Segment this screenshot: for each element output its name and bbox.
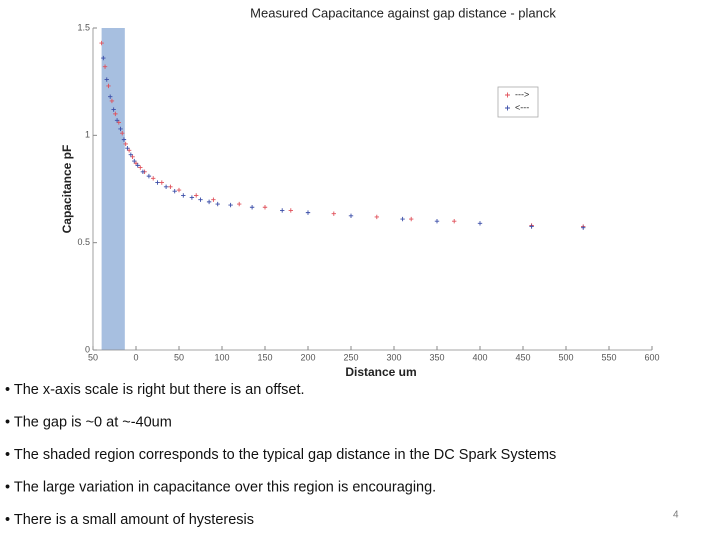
point	[288, 208, 293, 213]
bullet: • The gap is ~0 at ~-40um	[5, 414, 172, 430]
point	[106, 83, 111, 89]
point	[101, 55, 106, 61]
point	[348, 213, 354, 219]
bullet: • The shaded region corresponds to the t…	[5, 447, 556, 463]
point	[114, 118, 120, 123]
point	[211, 197, 216, 202]
point	[477, 221, 483, 226]
y-tick-label: 0	[85, 344, 90, 354]
legend-label: --->	[515, 89, 529, 99]
point	[121, 137, 127, 142]
point	[280, 208, 285, 213]
x-tick-label: 200	[300, 352, 315, 362]
point	[111, 107, 116, 112]
point	[581, 225, 586, 230]
point	[125, 146, 130, 151]
y-tick-label: 1	[85, 130, 90, 140]
point	[118, 126, 123, 132]
x-tick-label: 50	[174, 352, 184, 362]
point	[198, 197, 203, 202]
point	[237, 201, 242, 207]
point	[189, 195, 195, 200]
bullet: • The large variation in capacitance ove…	[5, 479, 436, 495]
bullet: • The x-axis scale is right but there is…	[5, 382, 305, 398]
point	[172, 188, 177, 194]
point	[120, 130, 125, 136]
x-tick-label: 100	[214, 352, 229, 362]
shaded-region	[101, 28, 125, 350]
point	[262, 205, 268, 210]
point	[99, 40, 104, 46]
x-tick-label: 450	[515, 352, 530, 362]
legend-marker	[505, 92, 510, 98]
point	[104, 77, 109, 82]
point	[434, 219, 440, 224]
x-tick-label: 50	[88, 352, 98, 362]
point	[305, 210, 311, 215]
point	[452, 219, 457, 224]
y-tick-label: 1.5	[77, 22, 90, 32]
x-axis-title: Distance um	[345, 365, 416, 379]
point	[128, 152, 134, 157]
x-tick-label: 300	[386, 352, 401, 362]
point	[249, 205, 255, 210]
point	[108, 94, 113, 99]
point	[123, 141, 128, 147]
point	[331, 211, 336, 216]
point	[400, 216, 405, 222]
y-axis-title: Capacitance pF	[60, 145, 74, 234]
x-tick-label: 250	[343, 352, 358, 362]
point	[168, 184, 173, 190]
x-tick-label: 550	[601, 352, 616, 362]
x-tick-label: 350	[429, 352, 444, 362]
chart-title: Measured Capacitance against gap distanc…	[250, 5, 556, 20]
point	[102, 64, 108, 69]
point	[194, 193, 199, 198]
point	[109, 98, 115, 104]
point	[155, 180, 160, 185]
x-tick-label: 0	[133, 352, 138, 362]
legend-marker	[505, 105, 510, 111]
point	[374, 214, 379, 220]
page-number: 4	[673, 510, 679, 521]
x-tick-label: 500	[558, 352, 573, 362]
point	[132, 158, 137, 164]
point	[163, 184, 169, 190]
point	[113, 111, 118, 117]
legend-label: <---	[515, 102, 529, 112]
point	[135, 163, 140, 168]
x-tick-label: 150	[257, 352, 272, 362]
point	[138, 165, 143, 170]
x-tick-label: 400	[472, 352, 487, 362]
y-tick-label: 0.5	[77, 237, 90, 247]
legend-box	[497, 86, 539, 118]
point	[529, 224, 534, 229]
point	[206, 199, 212, 205]
point	[146, 173, 152, 179]
point	[140, 169, 146, 175]
point	[409, 216, 414, 222]
point	[228, 202, 233, 208]
point	[151, 176, 156, 181]
point	[176, 187, 182, 193]
point	[181, 193, 186, 198]
bullet: • There is a small amount of hysteresis	[5, 512, 254, 528]
x-tick-label: 600	[644, 352, 659, 362]
point	[215, 201, 220, 207]
point	[159, 180, 164, 185]
